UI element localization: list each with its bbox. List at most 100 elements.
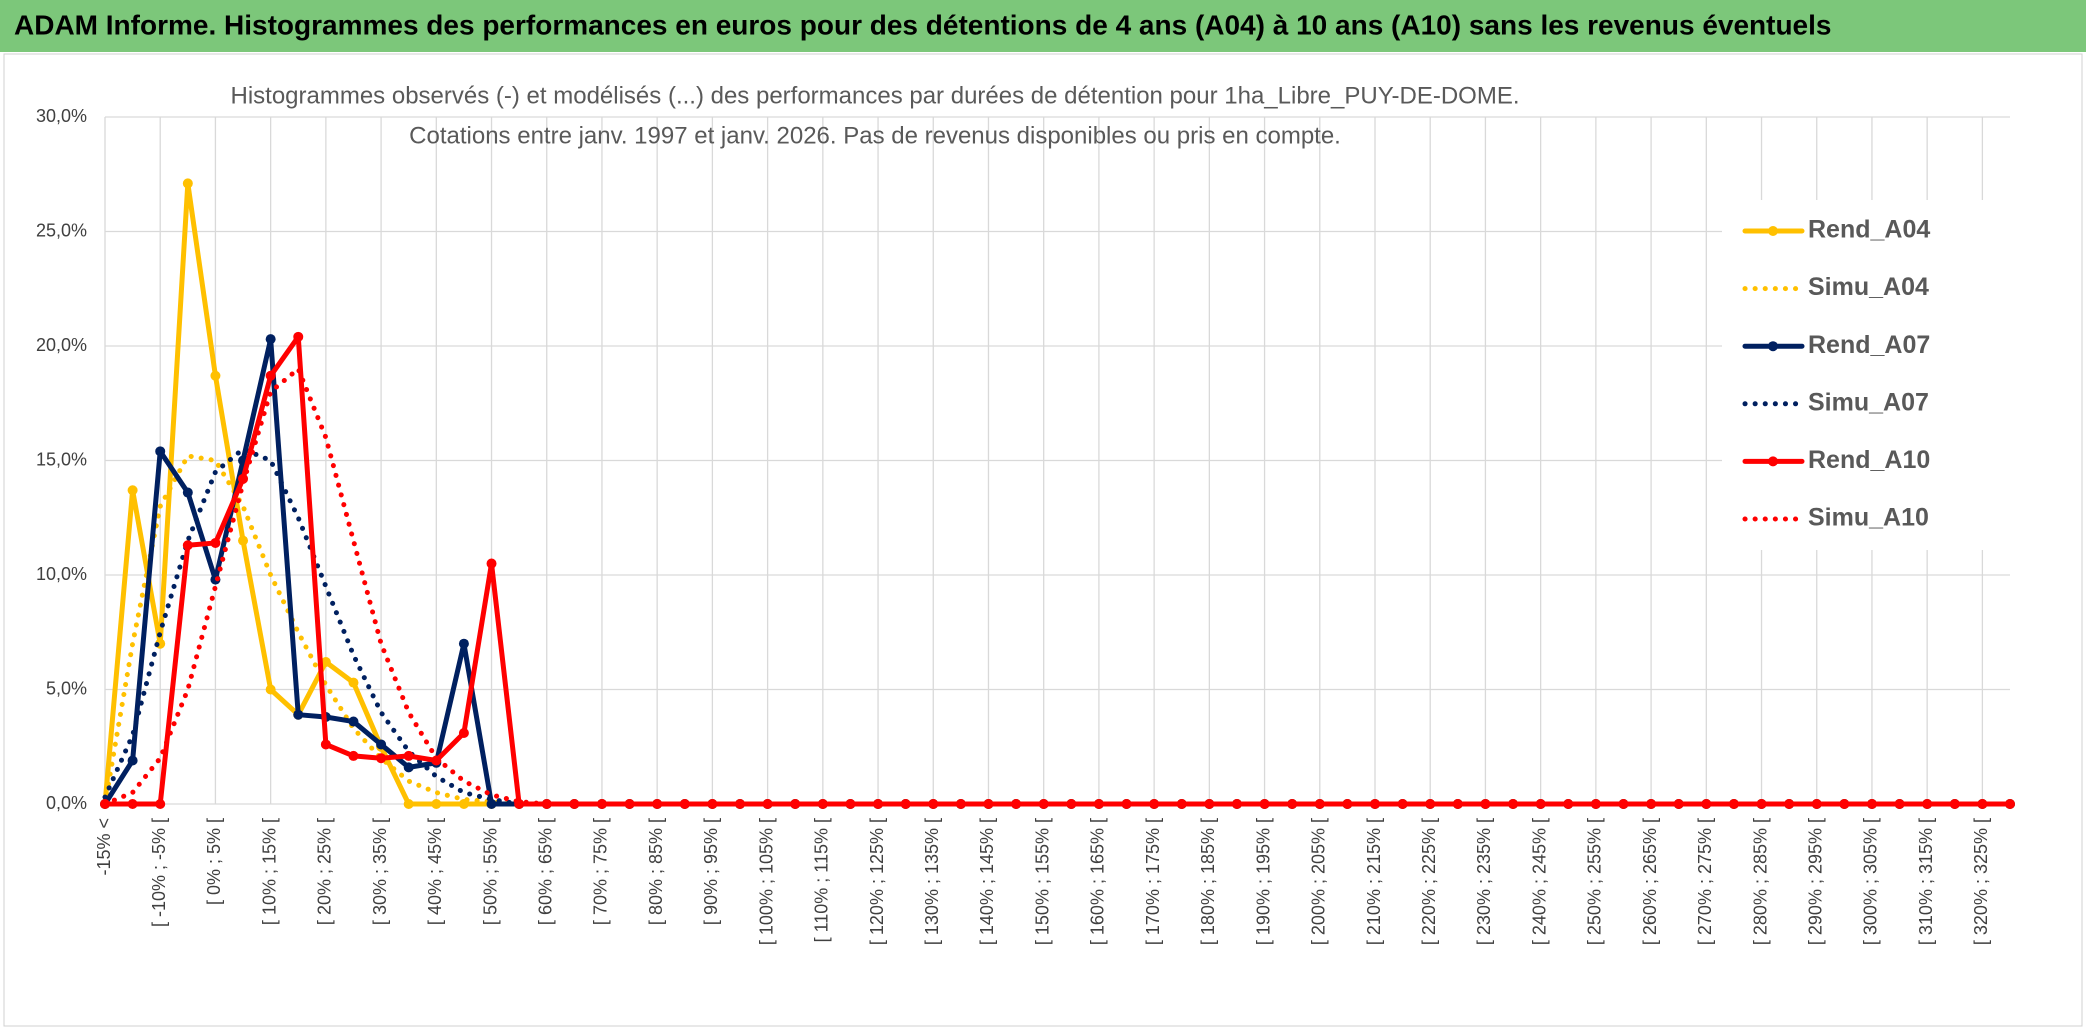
series-marker (403, 799, 414, 809)
legend-label: Simu_A04 (1808, 273, 1929, 301)
x-tick-label: [ 50% ; 55% [ (480, 818, 500, 925)
series-marker (127, 755, 138, 766)
series-marker (1314, 799, 1325, 809)
series-marker (900, 799, 911, 809)
x-tick-label: -15% < (94, 818, 114, 876)
series-line (102, 366, 2013, 807)
subtitle: Cotations entre janv. 1997 et janv. 2026… (409, 122, 1341, 149)
series-marker (1011, 799, 1022, 809)
series-marker (182, 487, 193, 498)
series-marker (210, 370, 221, 381)
series-marker (155, 799, 166, 809)
legend-marker (1768, 341, 1778, 352)
series-line (102, 334, 2013, 807)
series-marker (1508, 799, 1519, 809)
series-marker (431, 799, 442, 809)
x-tick-label: [ 210% ; 215% [ (1364, 818, 1384, 945)
series-marker (458, 638, 469, 649)
series-marker (1204, 799, 1215, 809)
legend-label: Simu_A07 (1808, 388, 1929, 416)
x-tick-label: [ 310% ; 315% [ (1916, 818, 1936, 945)
series-marker (458, 728, 469, 739)
series-marker (376, 739, 387, 750)
legend-label: Rend_A04 (1808, 216, 1930, 244)
y-tick-label: 0,0% (46, 793, 87, 813)
frame (3, 53, 2083, 1027)
series-marker (1121, 799, 1132, 809)
series-marker (127, 485, 138, 496)
series-marker (1756, 799, 1767, 809)
legend-marker (1768, 456, 1778, 467)
series-marker (1646, 799, 1657, 809)
x-tick-label: [ 140% ; 145% [ (977, 818, 997, 945)
legend-box (1722, 200, 2012, 550)
series-marker (293, 709, 304, 720)
x-tick-label: [ 190% ; 195% [ (1253, 818, 1273, 945)
series-marker (1922, 799, 1933, 809)
series-marker (238, 535, 249, 546)
subtitle: Histogrammes observés (-) et modélisés (… (230, 82, 1519, 109)
series-marker (155, 446, 166, 457)
series-marker (1342, 799, 1353, 809)
series-marker (486, 558, 497, 569)
x-tick-label: [ 110% ; 115% [ (812, 818, 832, 942)
y-tick-label: 5,0% (46, 678, 87, 698)
header-bar (0, 0, 2086, 52)
x-tick-label: [ 200% ; 205% [ (1309, 818, 1329, 945)
series-marker (403, 750, 414, 761)
legend-label: Rend_A07 (1808, 331, 1930, 359)
x-tick-label: [ 170% ; 175% [ (1143, 818, 1163, 945)
series-marker (1425, 799, 1436, 809)
x-tick-label: [ 70% ; 75% [ (591, 818, 611, 925)
x-tick-label: [ 150% ; 155% [ (1032, 818, 1052, 945)
series-marker (348, 716, 359, 727)
series-marker (1231, 799, 1242, 809)
y-tick-label: 25,0% (36, 220, 87, 240)
legend-marker (1768, 226, 1778, 236)
series-marker (182, 178, 193, 189)
series-marker (293, 331, 304, 342)
x-tick-label: [ 100% ; 105% [ (756, 818, 776, 945)
x-tick-label: [ 60% ; 65% [ (535, 818, 555, 925)
y-tick-label: 30,0% (36, 106, 87, 126)
x-tick-label: [ 280% ; 285% [ (1750, 818, 1770, 945)
series-marker (348, 677, 359, 688)
x-tick-label: [ 180% ; 185% [ (1198, 818, 1218, 945)
series-marker (1618, 799, 1629, 809)
x-tick-label: [ 270% ; 275% [ (1695, 818, 1715, 945)
series-marker (265, 334, 276, 345)
series-marker (265, 684, 276, 695)
series-marker (376, 753, 387, 764)
x-tick-label: [ 10% ; 15% [ (259, 818, 279, 925)
legend-label: Simu_A10 (1808, 504, 1929, 532)
x-tick-label: [ 240% ; 245% [ (1529, 818, 1549, 945)
x-tick-label: [ 80% ; 85% [ (646, 818, 666, 925)
series-marker (817, 799, 828, 809)
x-tick-label: [ 120% ; 125% [ (867, 818, 887, 945)
series-marker (2005, 799, 2015, 809)
series-marker (210, 537, 221, 548)
x-tick-label: [ 0% ; 5% [ (204, 818, 224, 905)
x-tick-label: [ 300% ; 305% [ (1861, 818, 1881, 945)
series-marker (1535, 799, 1546, 809)
series-marker (707, 799, 718, 809)
x-tick-label: [ 230% ; 235% [ (1474, 818, 1494, 945)
x-tick-label: [ 90% ; 95% [ (701, 818, 721, 925)
x-tick-label: [ 160% ; 165% [ (1088, 818, 1108, 945)
series-marker (320, 657, 331, 668)
series-marker (1839, 799, 1850, 809)
series-marker (1093, 799, 1104, 809)
x-tick-label: [ 220% ; 225% [ (1419, 818, 1439, 945)
x-tick-label: [ -10% ; -5% [ (149, 818, 169, 927)
series-marker (127, 799, 138, 809)
x-tick-label: [ 260% ; 265% [ (1640, 818, 1660, 945)
x-tick-label: [ 40% ; 45% [ (425, 818, 445, 925)
legend-label: Rend_A10 (1808, 446, 1930, 474)
series-marker (348, 750, 359, 761)
x-tick-label: [ 20% ; 25% [ (315, 818, 335, 925)
y-tick-label: 10,0% (36, 564, 87, 584)
x-tick-label: [ 290% ; 295% [ (1805, 818, 1825, 945)
x-tick-label: [ 250% ; 255% [ (1585, 818, 1605, 945)
chart-title: ADAM Informe. Histogrammes des performan… (14, 9, 1831, 40)
